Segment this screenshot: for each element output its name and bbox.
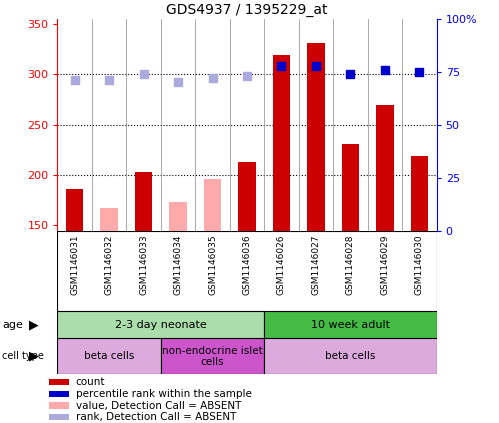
- Bar: [49, 391, 69, 397]
- Bar: [49, 414, 69, 420]
- Text: count: count: [76, 377, 105, 387]
- Text: GSM1146035: GSM1146035: [208, 234, 217, 295]
- Point: [312, 62, 320, 69]
- Point: [346, 71, 354, 77]
- Bar: [161, 338, 264, 374]
- Text: 10 week adult: 10 week adult: [311, 320, 390, 330]
- Bar: [307, 43, 324, 231]
- Text: GSM1146031: GSM1146031: [70, 234, 79, 295]
- Text: GSM1146036: GSM1146036: [243, 234, 251, 295]
- Bar: [273, 55, 290, 231]
- Text: GSM1146030: GSM1146030: [415, 234, 424, 295]
- Point: [174, 79, 182, 86]
- Text: percentile rank within the sample: percentile rank within the sample: [76, 389, 251, 399]
- Text: GSM1146034: GSM1146034: [174, 234, 183, 295]
- Text: rank, Detection Call = ABSENT: rank, Detection Call = ABSENT: [76, 412, 236, 422]
- Text: GSM1146033: GSM1146033: [139, 234, 148, 295]
- Bar: [342, 144, 359, 231]
- Bar: [264, 338, 437, 374]
- Bar: [57, 311, 264, 338]
- Text: GSM1146029: GSM1146029: [380, 234, 389, 295]
- Text: 2-3 day neonate: 2-3 day neonate: [115, 320, 207, 330]
- Text: GSM1146032: GSM1146032: [105, 234, 114, 295]
- Point: [209, 75, 217, 82]
- Text: beta cells: beta cells: [84, 352, 134, 361]
- Title: GDS4937 / 1395229_at: GDS4937 / 1395229_at: [166, 3, 328, 16]
- Point: [71, 77, 79, 84]
- Text: cell type: cell type: [2, 352, 44, 361]
- Point: [105, 77, 113, 84]
- Text: GSM1146027: GSM1146027: [311, 234, 320, 295]
- Point: [415, 69, 423, 75]
- Bar: [49, 402, 69, 409]
- Bar: [264, 311, 437, 338]
- Bar: [135, 172, 152, 231]
- Text: beta cells: beta cells: [325, 352, 376, 361]
- Text: ▶: ▶: [29, 350, 39, 363]
- Bar: [411, 156, 428, 231]
- Bar: [49, 379, 69, 385]
- Text: ▶: ▶: [29, 318, 39, 331]
- Text: GSM1146026: GSM1146026: [277, 234, 286, 295]
- Bar: [376, 104, 394, 231]
- Bar: [100, 209, 118, 231]
- Bar: [57, 338, 161, 374]
- Point: [140, 71, 148, 77]
- Point: [243, 73, 251, 80]
- Text: value, Detection Call = ABSENT: value, Detection Call = ABSENT: [76, 401, 241, 411]
- Bar: [239, 162, 255, 231]
- Bar: [66, 189, 83, 231]
- Point: [277, 62, 285, 69]
- Point: [381, 66, 389, 73]
- Text: non-endocrine islet
cells: non-endocrine islet cells: [162, 346, 263, 367]
- Bar: [170, 202, 187, 231]
- Bar: [204, 179, 221, 231]
- Text: GSM1146028: GSM1146028: [346, 234, 355, 295]
- Text: age: age: [2, 320, 23, 330]
